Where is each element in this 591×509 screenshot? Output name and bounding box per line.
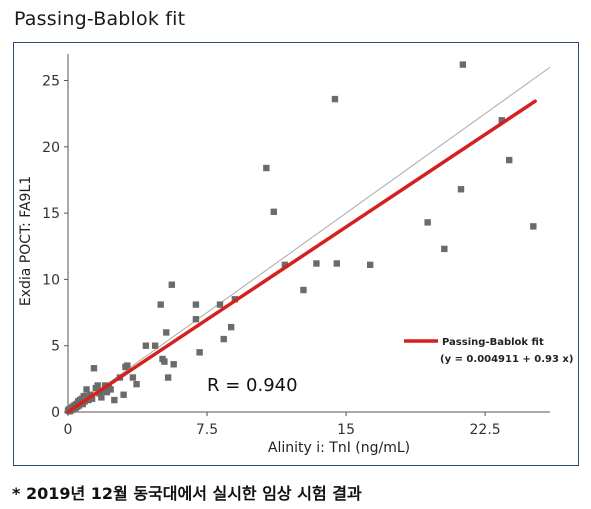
data-point xyxy=(161,358,168,365)
data-point xyxy=(83,386,90,393)
data-point xyxy=(94,382,101,389)
x-tick-label: 22.5 xyxy=(470,422,501,438)
y-tick-label: 25 xyxy=(42,74,60,90)
axes: 0 5 10 15 20 25 0 7.5 15 22.5 xyxy=(42,54,550,438)
data-point xyxy=(192,301,200,308)
legend-label: Passing-Bablok fit xyxy=(442,337,544,348)
data-point xyxy=(96,390,103,397)
data-point xyxy=(270,208,277,215)
data-point xyxy=(220,335,227,343)
labels-layer: Alinity i: TnI (ng/mL) Exdia POCT: FA9L1 R… xyxy=(18,176,573,456)
data-point xyxy=(424,219,431,226)
data-point xyxy=(90,365,98,372)
data-point xyxy=(163,329,170,336)
data-point xyxy=(100,387,107,394)
data-point xyxy=(129,374,137,381)
fit-line xyxy=(66,99,537,414)
data-point xyxy=(151,342,159,349)
footnote: * 2019년 12월 동국대에서 실시한 임상 시험 결과 xyxy=(12,484,362,503)
data-point xyxy=(87,391,94,398)
data-point xyxy=(227,323,235,331)
x-axis-label: Alinity i: TnI (ng/mL) xyxy=(268,440,410,456)
fit-line-layer xyxy=(66,99,537,414)
y-tick-label: 20 xyxy=(42,140,60,156)
data-point xyxy=(333,260,341,267)
data-point xyxy=(331,95,339,103)
x-tick-label: 0 xyxy=(64,422,73,438)
x-tick-label: 7.5 xyxy=(196,422,218,438)
data-point xyxy=(164,374,172,381)
identity-line-layer xyxy=(67,66,551,413)
data-point xyxy=(111,396,118,404)
y-tick-label: 0 xyxy=(51,405,60,421)
data-point xyxy=(300,286,307,294)
data-point xyxy=(457,186,465,193)
data-point xyxy=(133,380,140,388)
data-point xyxy=(313,260,320,267)
data-point xyxy=(88,395,96,402)
y-tick-label: 5 xyxy=(51,339,60,355)
legend-equation: (y = 0.004911 + 0.93 x) xyxy=(440,354,573,365)
data-point xyxy=(498,117,505,124)
data-point xyxy=(107,386,114,393)
data-point xyxy=(281,261,289,269)
data-point xyxy=(366,261,374,269)
x-tick-label: 15 xyxy=(337,422,355,438)
data-point xyxy=(170,361,177,368)
data-point xyxy=(168,281,176,288)
legend: Passing-Bablok fit (y = 0.004911 + 0.93 x… xyxy=(404,337,573,365)
data-point xyxy=(142,342,150,349)
y-tick-label: 15 xyxy=(42,206,60,222)
chart-frame xyxy=(13,42,579,466)
data-point xyxy=(196,349,203,356)
data-point xyxy=(506,156,513,164)
data-point xyxy=(98,394,105,401)
data-point xyxy=(441,245,448,253)
data-point xyxy=(216,301,224,308)
data-point xyxy=(120,391,127,398)
y-tick-label: 10 xyxy=(42,272,60,288)
data-point xyxy=(103,388,111,396)
y-axis-label: Exdia POCT: FA9L1 xyxy=(18,176,34,306)
correlation-annotation: R = 0.940 xyxy=(207,375,298,396)
data-point xyxy=(124,362,131,369)
data-point xyxy=(192,315,200,323)
data-point xyxy=(459,61,467,68)
identity-line xyxy=(67,66,551,413)
data-point xyxy=(263,164,270,172)
data-point xyxy=(530,223,537,230)
data-point xyxy=(157,301,164,308)
page-title: Passing-Bablok fit xyxy=(14,8,186,30)
